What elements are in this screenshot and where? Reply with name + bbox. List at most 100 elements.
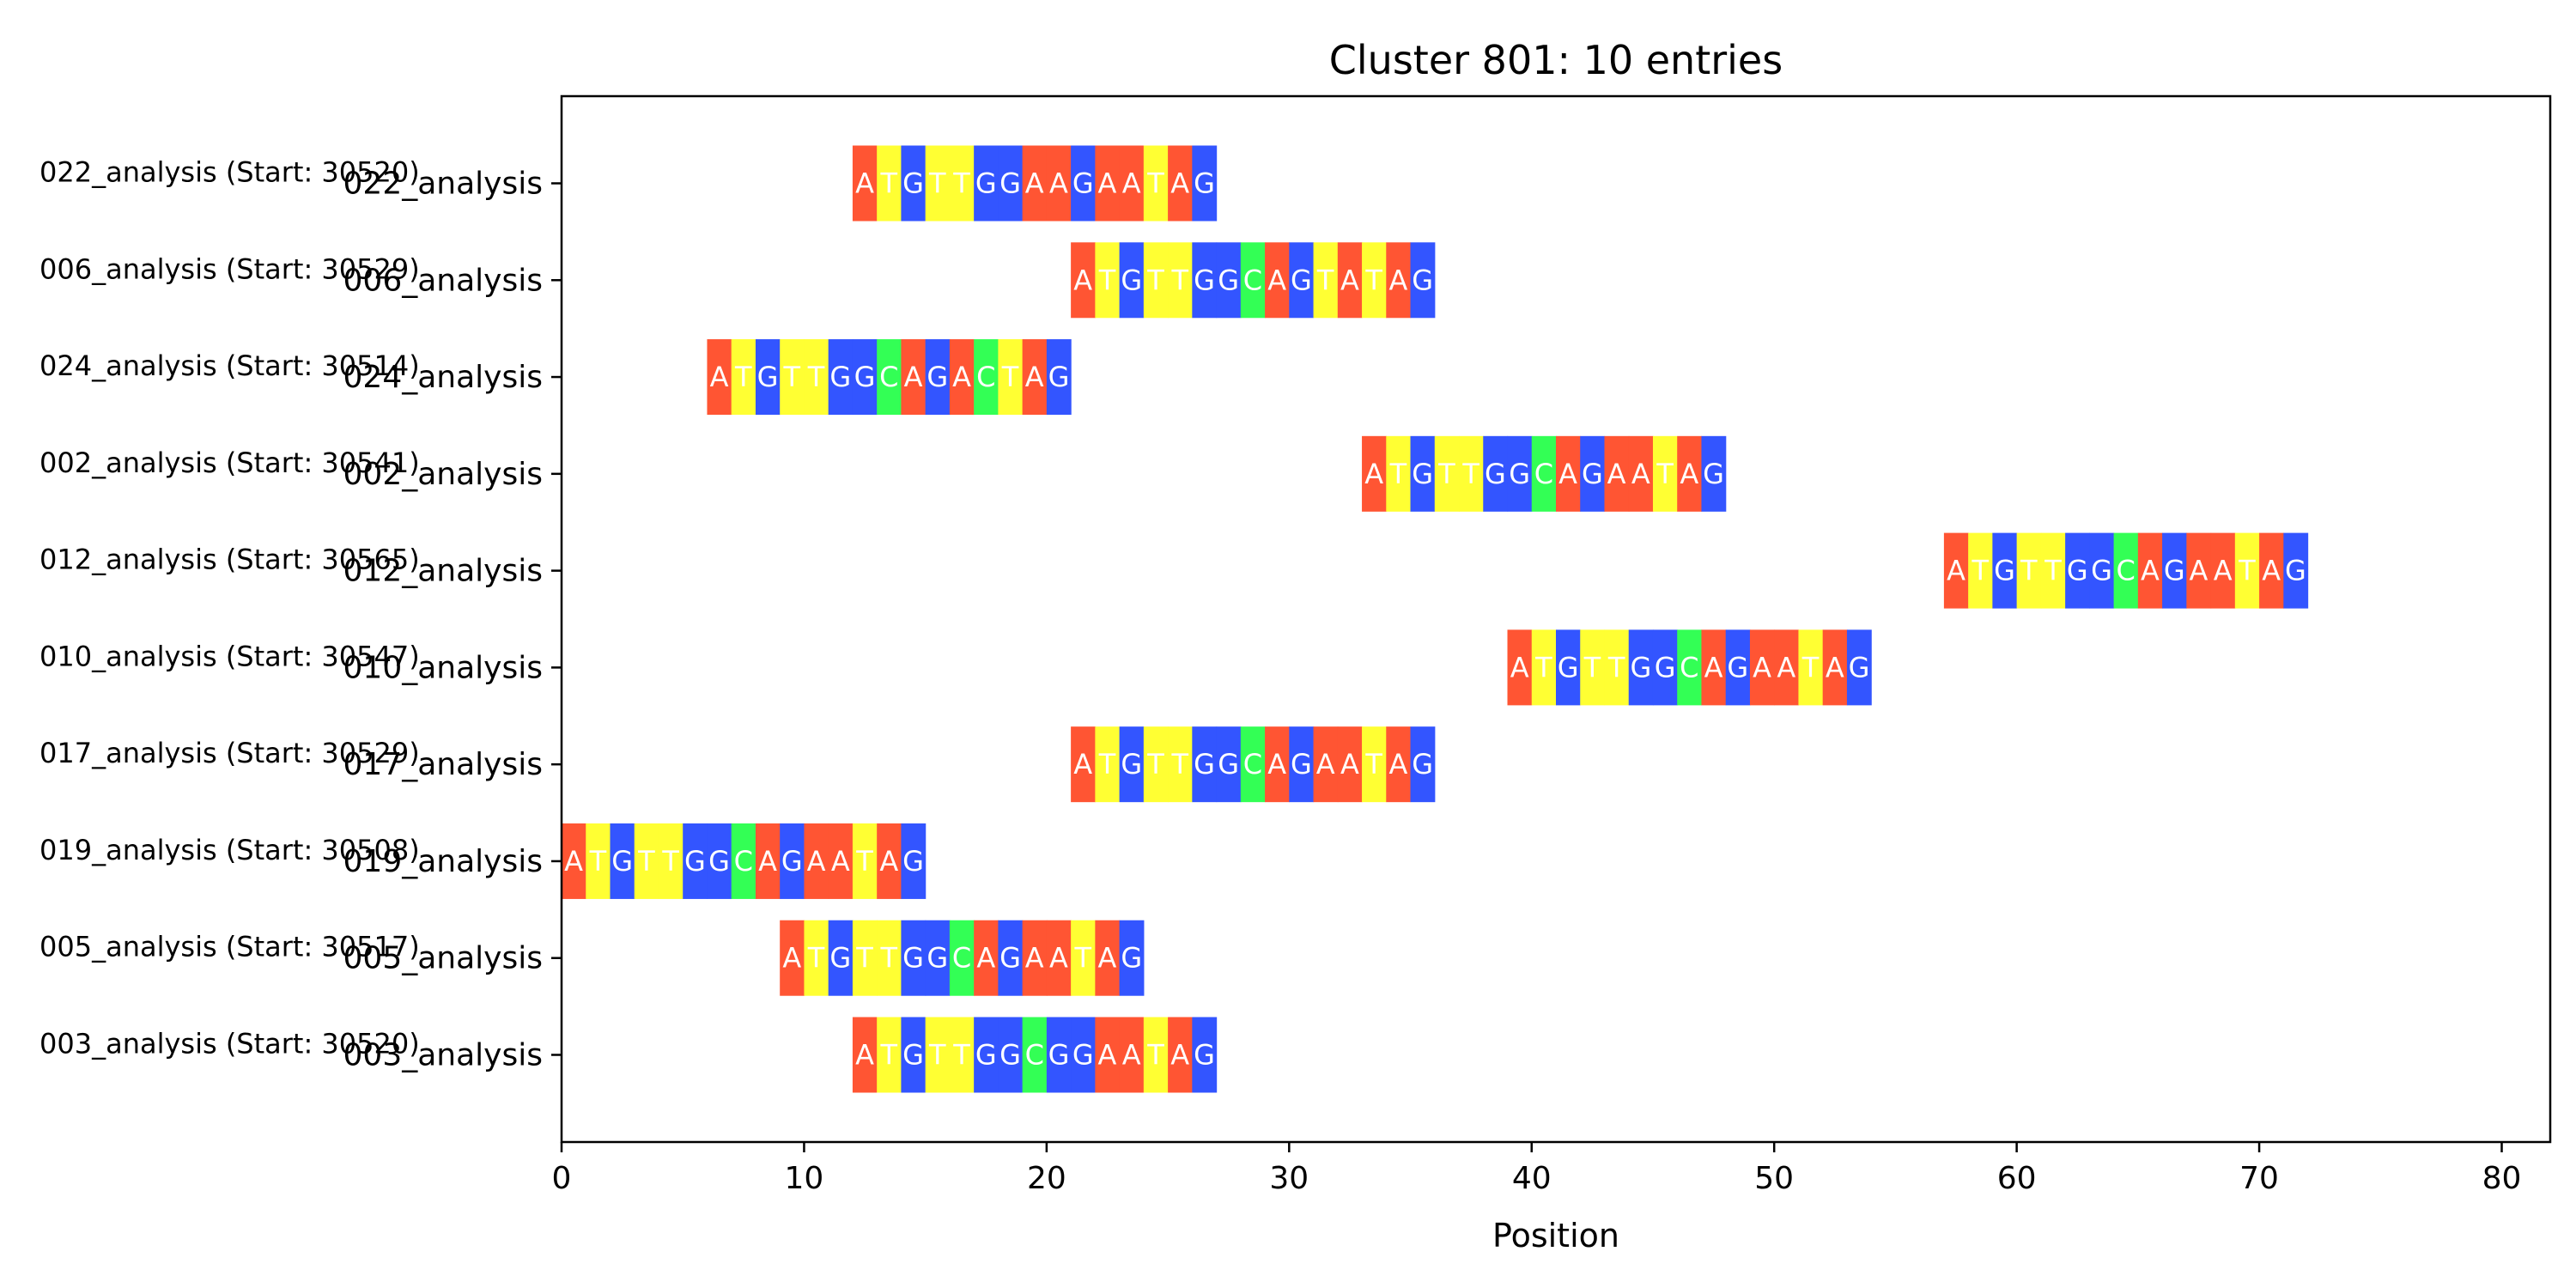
base-letter: G [2285, 555, 2306, 587]
base-cell [804, 823, 829, 899]
base-cell [1410, 435, 1436, 512]
base-letter: G [902, 845, 924, 878]
base-cell [1337, 242, 1363, 319]
base-cell [586, 823, 611, 899]
base-letter: A [1122, 1039, 1141, 1072]
base-letter: A [1049, 167, 1068, 200]
base-letter: T [807, 361, 825, 393]
base-cell [1119, 920, 1145, 996]
base-letter: G [1194, 1039, 1215, 1072]
base-letter: A [1073, 264, 1092, 296]
base-cell [901, 920, 927, 996]
base-letter: T [880, 942, 898, 975]
base-letter: G [1194, 167, 1215, 200]
base-letter: T [2044, 555, 2062, 587]
x-tick-label: 30 [1269, 1161, 1309, 1196]
base-letter: G [1485, 458, 1506, 490]
base-letter: T [661, 845, 679, 878]
chart-title: Cluster 801: 10 entries [1329, 37, 1783, 83]
base-cell [1071, 726, 1096, 803]
base-cell [1192, 726, 1218, 803]
base-letter: G [611, 845, 633, 878]
base-cell [1604, 435, 1630, 512]
base-letter: G [708, 845, 730, 878]
base-cell [949, 339, 975, 416]
base-cell [1095, 242, 1121, 319]
base-cell [1119, 242, 1145, 319]
base-letter: A [1340, 748, 1359, 781]
base-letter: T [807, 942, 825, 975]
base-cell [1216, 726, 1242, 803]
base-cell [1943, 532, 1969, 609]
base-cell [901, 339, 927, 416]
row-side-label: 005_analysis (Start: 30517) [39, 931, 420, 963]
base-cell [852, 823, 878, 899]
base-cell [901, 1017, 927, 1093]
base-cell [1386, 435, 1412, 512]
x-tick-label: 80 [2482, 1161, 2522, 1196]
base-letter: T [1146, 167, 1164, 200]
base-cell [562, 823, 586, 899]
base-letter: G [1072, 1039, 1094, 1072]
base-cell [1362, 726, 1387, 803]
base-letter: G [684, 845, 706, 878]
base-cell [1192, 1017, 1218, 1093]
base-letter: A [807, 845, 826, 878]
base-letter: T [1146, 1039, 1164, 1072]
y-tick-label: 017_analysis [343, 747, 543, 782]
base-cell [2065, 532, 2090, 609]
base-cell [1095, 1017, 1121, 1093]
base-cell [2113, 532, 2139, 609]
base-letter: T [1971, 555, 1989, 587]
base-letter: T [880, 167, 898, 200]
base-letter: T [1098, 264, 1116, 296]
base-letter: A [1170, 1039, 1189, 1072]
base-cell [1410, 242, 1436, 319]
base-letter: G [999, 167, 1021, 200]
base-cell [949, 1017, 975, 1093]
base-letter: A [1826, 651, 1844, 683]
base-cell [1143, 242, 1169, 319]
base-cell [1240, 726, 1266, 803]
base-letter: G [2091, 555, 2112, 587]
base-letter: T [928, 167, 946, 200]
base-letter: T [1170, 264, 1188, 296]
y-tick-label: 006_analysis [343, 263, 543, 298]
base-cell [925, 1017, 951, 1093]
base-letter: G [975, 167, 997, 200]
base-cell [1749, 629, 1775, 706]
base-cell [925, 145, 951, 222]
base-letter: A [831, 845, 850, 878]
base-letter: G [999, 1039, 1021, 1072]
base-letter: G [1509, 458, 1530, 490]
base-letter: T [1656, 458, 1674, 490]
base-letter: T [1098, 748, 1116, 781]
base-cell [731, 339, 756, 416]
base-letter: C [879, 361, 898, 393]
y-tick-label: 022_analysis [343, 167, 543, 202]
base-cell [2016, 532, 2042, 609]
base-letter: C [1243, 264, 1262, 296]
base-letter: A [904, 361, 923, 393]
base-cell [707, 339, 732, 416]
base-letter: G [927, 361, 948, 393]
base-letter: A [855, 167, 874, 200]
base-letter: G [1218, 264, 1239, 296]
base-cell [852, 1017, 878, 1093]
base-cell [707, 823, 732, 899]
base-letter: T [637, 845, 655, 878]
base-cell [1628, 629, 1654, 706]
row-side-label: 017_analysis (Start: 30529) [39, 737, 420, 769]
base-cell [1143, 145, 1169, 222]
base-cell [1022, 339, 1048, 416]
base-cell [1095, 920, 1121, 996]
base-letter: A [855, 1039, 874, 1072]
x-tick-label: 0 [552, 1161, 572, 1196]
base-letter: C [734, 845, 753, 878]
x-axis: 0 10 20 30 40 50 60 70 80 [552, 1142, 2522, 1196]
base-cell [1216, 242, 1242, 319]
base-letter: G [1994, 555, 2015, 587]
